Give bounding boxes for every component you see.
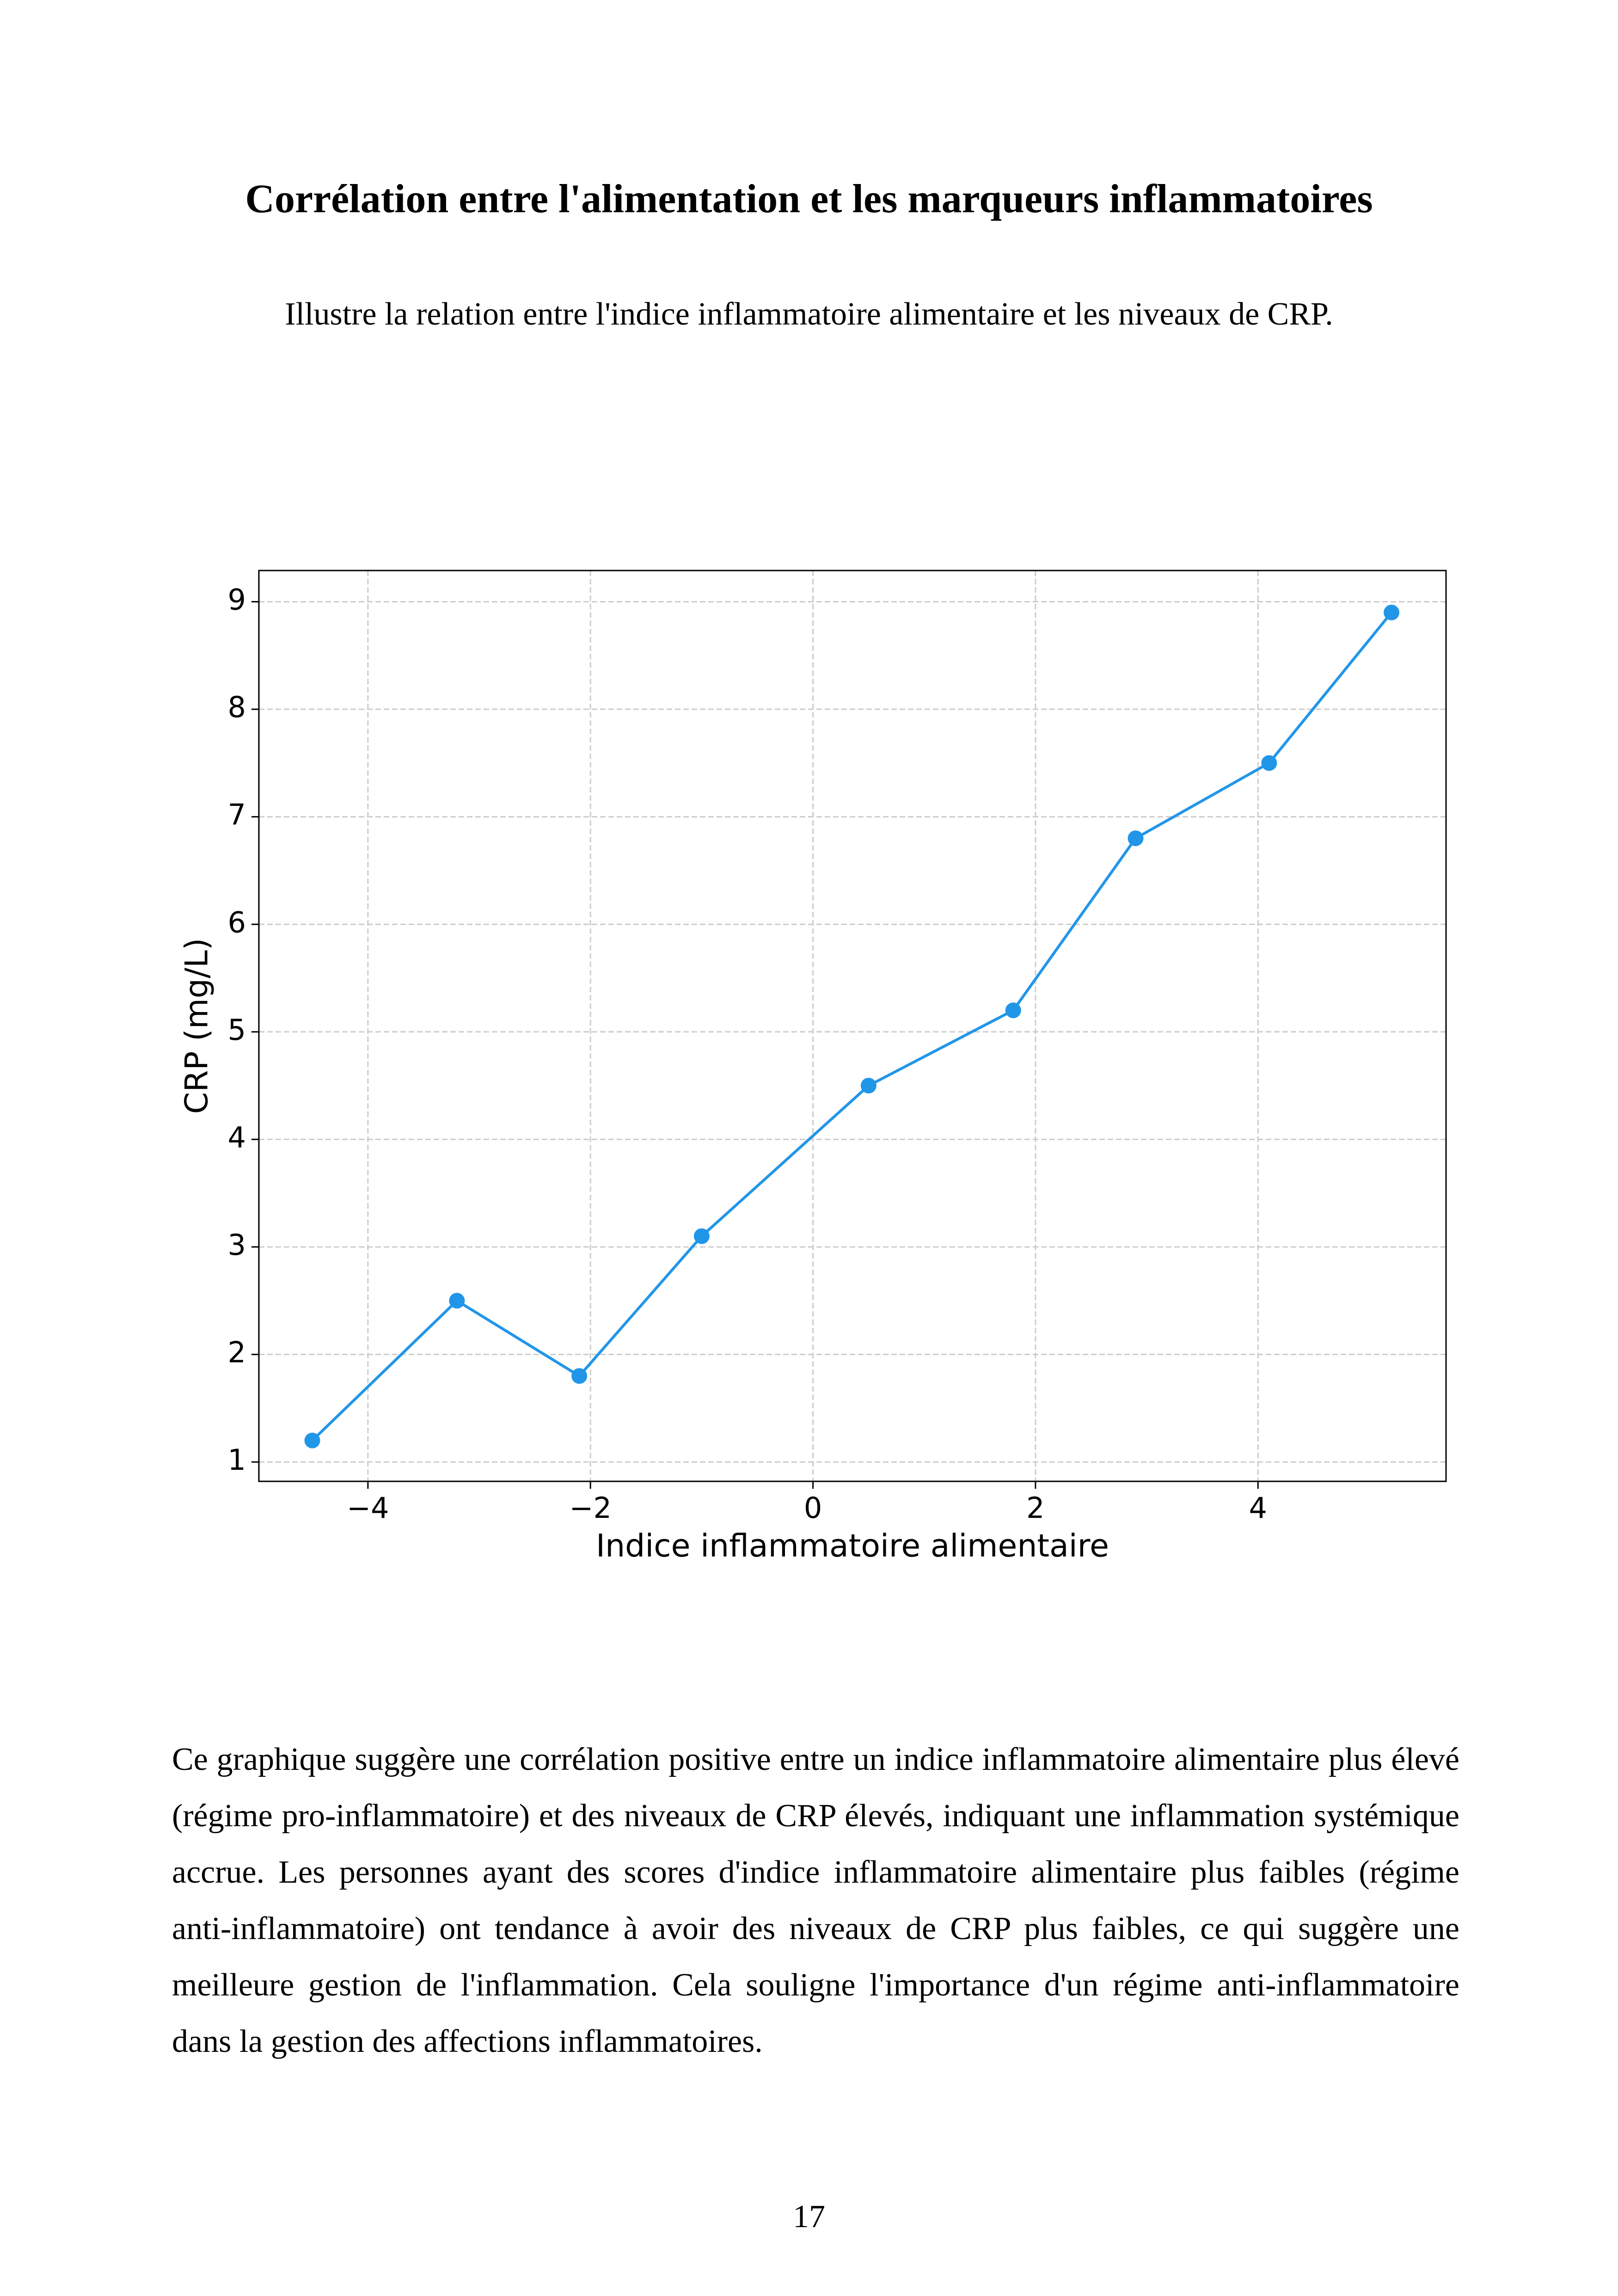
data-point <box>304 1432 320 1449</box>
y-tick-label: 7 <box>228 798 246 832</box>
x-tick-label: 0 <box>804 1491 822 1525</box>
y-axis-label: CRP (mg/L) <box>179 938 215 1114</box>
y-tick-label: 4 <box>228 1120 246 1154</box>
y-tick-label: 6 <box>228 905 246 939</box>
x-tick-label: 2 <box>1026 1491 1044 1525</box>
data-point <box>571 1368 588 1384</box>
y-tick-label: 1 <box>228 1443 246 1477</box>
page-subtitle: Illustre la relation entre l'indice infl… <box>285 296 1333 332</box>
x-axis-label: Indice inflammatoire alimentaire <box>596 1528 1109 1565</box>
data-point <box>1005 1002 1021 1019</box>
data-point <box>860 1078 876 1094</box>
data-line <box>311 611 1393 1442</box>
y-tick-label: 9 <box>228 583 246 617</box>
page-title: Corrélation entre l'alimentation et les … <box>245 177 1373 221</box>
y-tick-label: 8 <box>228 690 246 724</box>
y-tick-label: 3 <box>228 1228 246 1262</box>
x-tick-label: −4 <box>347 1491 389 1525</box>
data-point <box>1384 604 1400 620</box>
data-point <box>1128 830 1144 847</box>
y-tick-label: 5 <box>228 1013 246 1047</box>
plot-frame <box>258 570 1447 1482</box>
data-point <box>449 1293 465 1309</box>
x-tick-label: −2 <box>570 1491 612 1525</box>
chart: Indice inflammatoire alimentaire CRP (mg… <box>179 570 1447 1565</box>
y-tick-label: 2 <box>228 1336 246 1369</box>
data-point <box>693 1228 710 1244</box>
x-tick-label: 4 <box>1249 1491 1267 1525</box>
paragraph: Ce graphique suggère une corrélation pos… <box>172 1742 1459 2059</box>
data-point <box>1261 755 1277 771</box>
page-number: 17 <box>793 2199 825 2235</box>
